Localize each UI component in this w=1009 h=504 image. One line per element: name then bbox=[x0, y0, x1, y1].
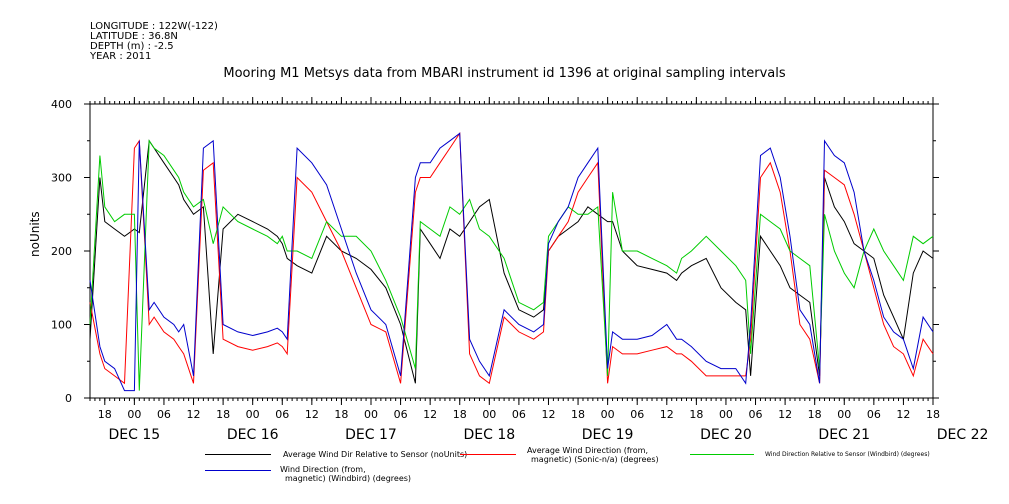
x-tick-label: 18 bbox=[98, 408, 112, 421]
x-tick-label: 00 bbox=[837, 408, 851, 421]
x-tick-label: 00 bbox=[601, 408, 615, 421]
meta-longitude: LONGITUDE : 122W(-122) bbox=[90, 21, 218, 32]
plot-frame bbox=[89, 103, 934, 399]
x-tick-label: 00 bbox=[127, 408, 141, 421]
x-tick-label: 06 bbox=[512, 408, 526, 421]
series-line-1 bbox=[89, 131, 934, 385]
meta-latitude: LATITUDE : 36.8N bbox=[90, 31, 178, 42]
x-tick-label: 12 bbox=[305, 408, 319, 421]
x-day-label: DEC 19 bbox=[582, 427, 634, 443]
legend-swatch-green bbox=[690, 454, 754, 455]
y-tick-label: 100 bbox=[51, 319, 72, 332]
x-tick-label: 12 bbox=[896, 408, 910, 421]
legend-label-blue-1: Wind Direction (from, bbox=[280, 465, 366, 474]
x-tick-label: 00 bbox=[482, 408, 496, 421]
x-tick-label: 12 bbox=[778, 408, 792, 421]
x-tick-label: 06 bbox=[275, 408, 289, 421]
y-tick-label: 400 bbox=[51, 98, 72, 111]
series-line-2 bbox=[89, 139, 934, 391]
x-tick-label: 00 bbox=[719, 408, 733, 421]
series-line-0 bbox=[89, 139, 934, 384]
x-tick-label: 18 bbox=[571, 408, 585, 421]
x-day-label: DEC 15 bbox=[109, 427, 161, 443]
x-day-label: DEC 16 bbox=[227, 427, 279, 443]
legend-label-blue-2: magnetic) (Windbird) (degrees) bbox=[285, 474, 412, 483]
x-tick-label: 18 bbox=[808, 408, 822, 421]
x-tick-label: 06 bbox=[867, 408, 881, 421]
legend-label-red-1: Average Wind Direction (from, bbox=[527, 446, 649, 455]
x-tick-label: 06 bbox=[630, 408, 644, 421]
x-tick-label: 12 bbox=[187, 408, 201, 421]
legend-label-black: Average Wind Dir Relative to Sensor (noU… bbox=[283, 450, 468, 459]
legend-label-green: Wind Direction Relative to Sensor (Windb… bbox=[765, 451, 930, 458]
legend-swatch-red bbox=[460, 454, 516, 455]
legend-swatch-black bbox=[205, 454, 271, 455]
x-tick-label: 18 bbox=[453, 408, 467, 421]
x-tick-label: 06 bbox=[157, 408, 171, 421]
x-tick-label: 06 bbox=[749, 408, 763, 421]
y-tick-label: 200 bbox=[51, 245, 72, 258]
x-day-label: DEC 18 bbox=[463, 427, 515, 443]
meta-depth: DEPTH (m) : -2.5 bbox=[90, 41, 174, 52]
meta-year: YEAR : 2011 bbox=[90, 51, 152, 62]
x-tick-label: 18 bbox=[926, 408, 940, 421]
chart-title: Mooring M1 Metsys data from MBARI instru… bbox=[223, 66, 786, 81]
x-day-label: DEC 20 bbox=[700, 427, 752, 443]
x-tick-label: 18 bbox=[689, 408, 703, 421]
x-day-label: DEC 17 bbox=[345, 427, 397, 443]
x-tick-label: 00 bbox=[246, 408, 260, 421]
y-tick-label: 300 bbox=[51, 172, 72, 185]
x-tick-label: 18 bbox=[216, 408, 230, 421]
x-tick-label: 06 bbox=[394, 408, 408, 421]
x-tick-label: 18 bbox=[334, 408, 348, 421]
series-line-3 bbox=[89, 132, 934, 392]
x-tick-label: 12 bbox=[541, 408, 555, 421]
x-tick-label: 12 bbox=[423, 408, 437, 421]
x-tick-label: 00 bbox=[364, 408, 378, 421]
legend-label-red-2: magnetic) (Sonic-n/a) (degrees) bbox=[531, 455, 659, 464]
y-tick-label: 0 bbox=[65, 392, 72, 405]
legend-swatch-blue bbox=[205, 470, 271, 471]
x-day-label: DEC 22 bbox=[937, 427, 989, 443]
x-tick-label: 12 bbox=[660, 408, 674, 421]
x-day-label: DEC 21 bbox=[818, 427, 870, 443]
